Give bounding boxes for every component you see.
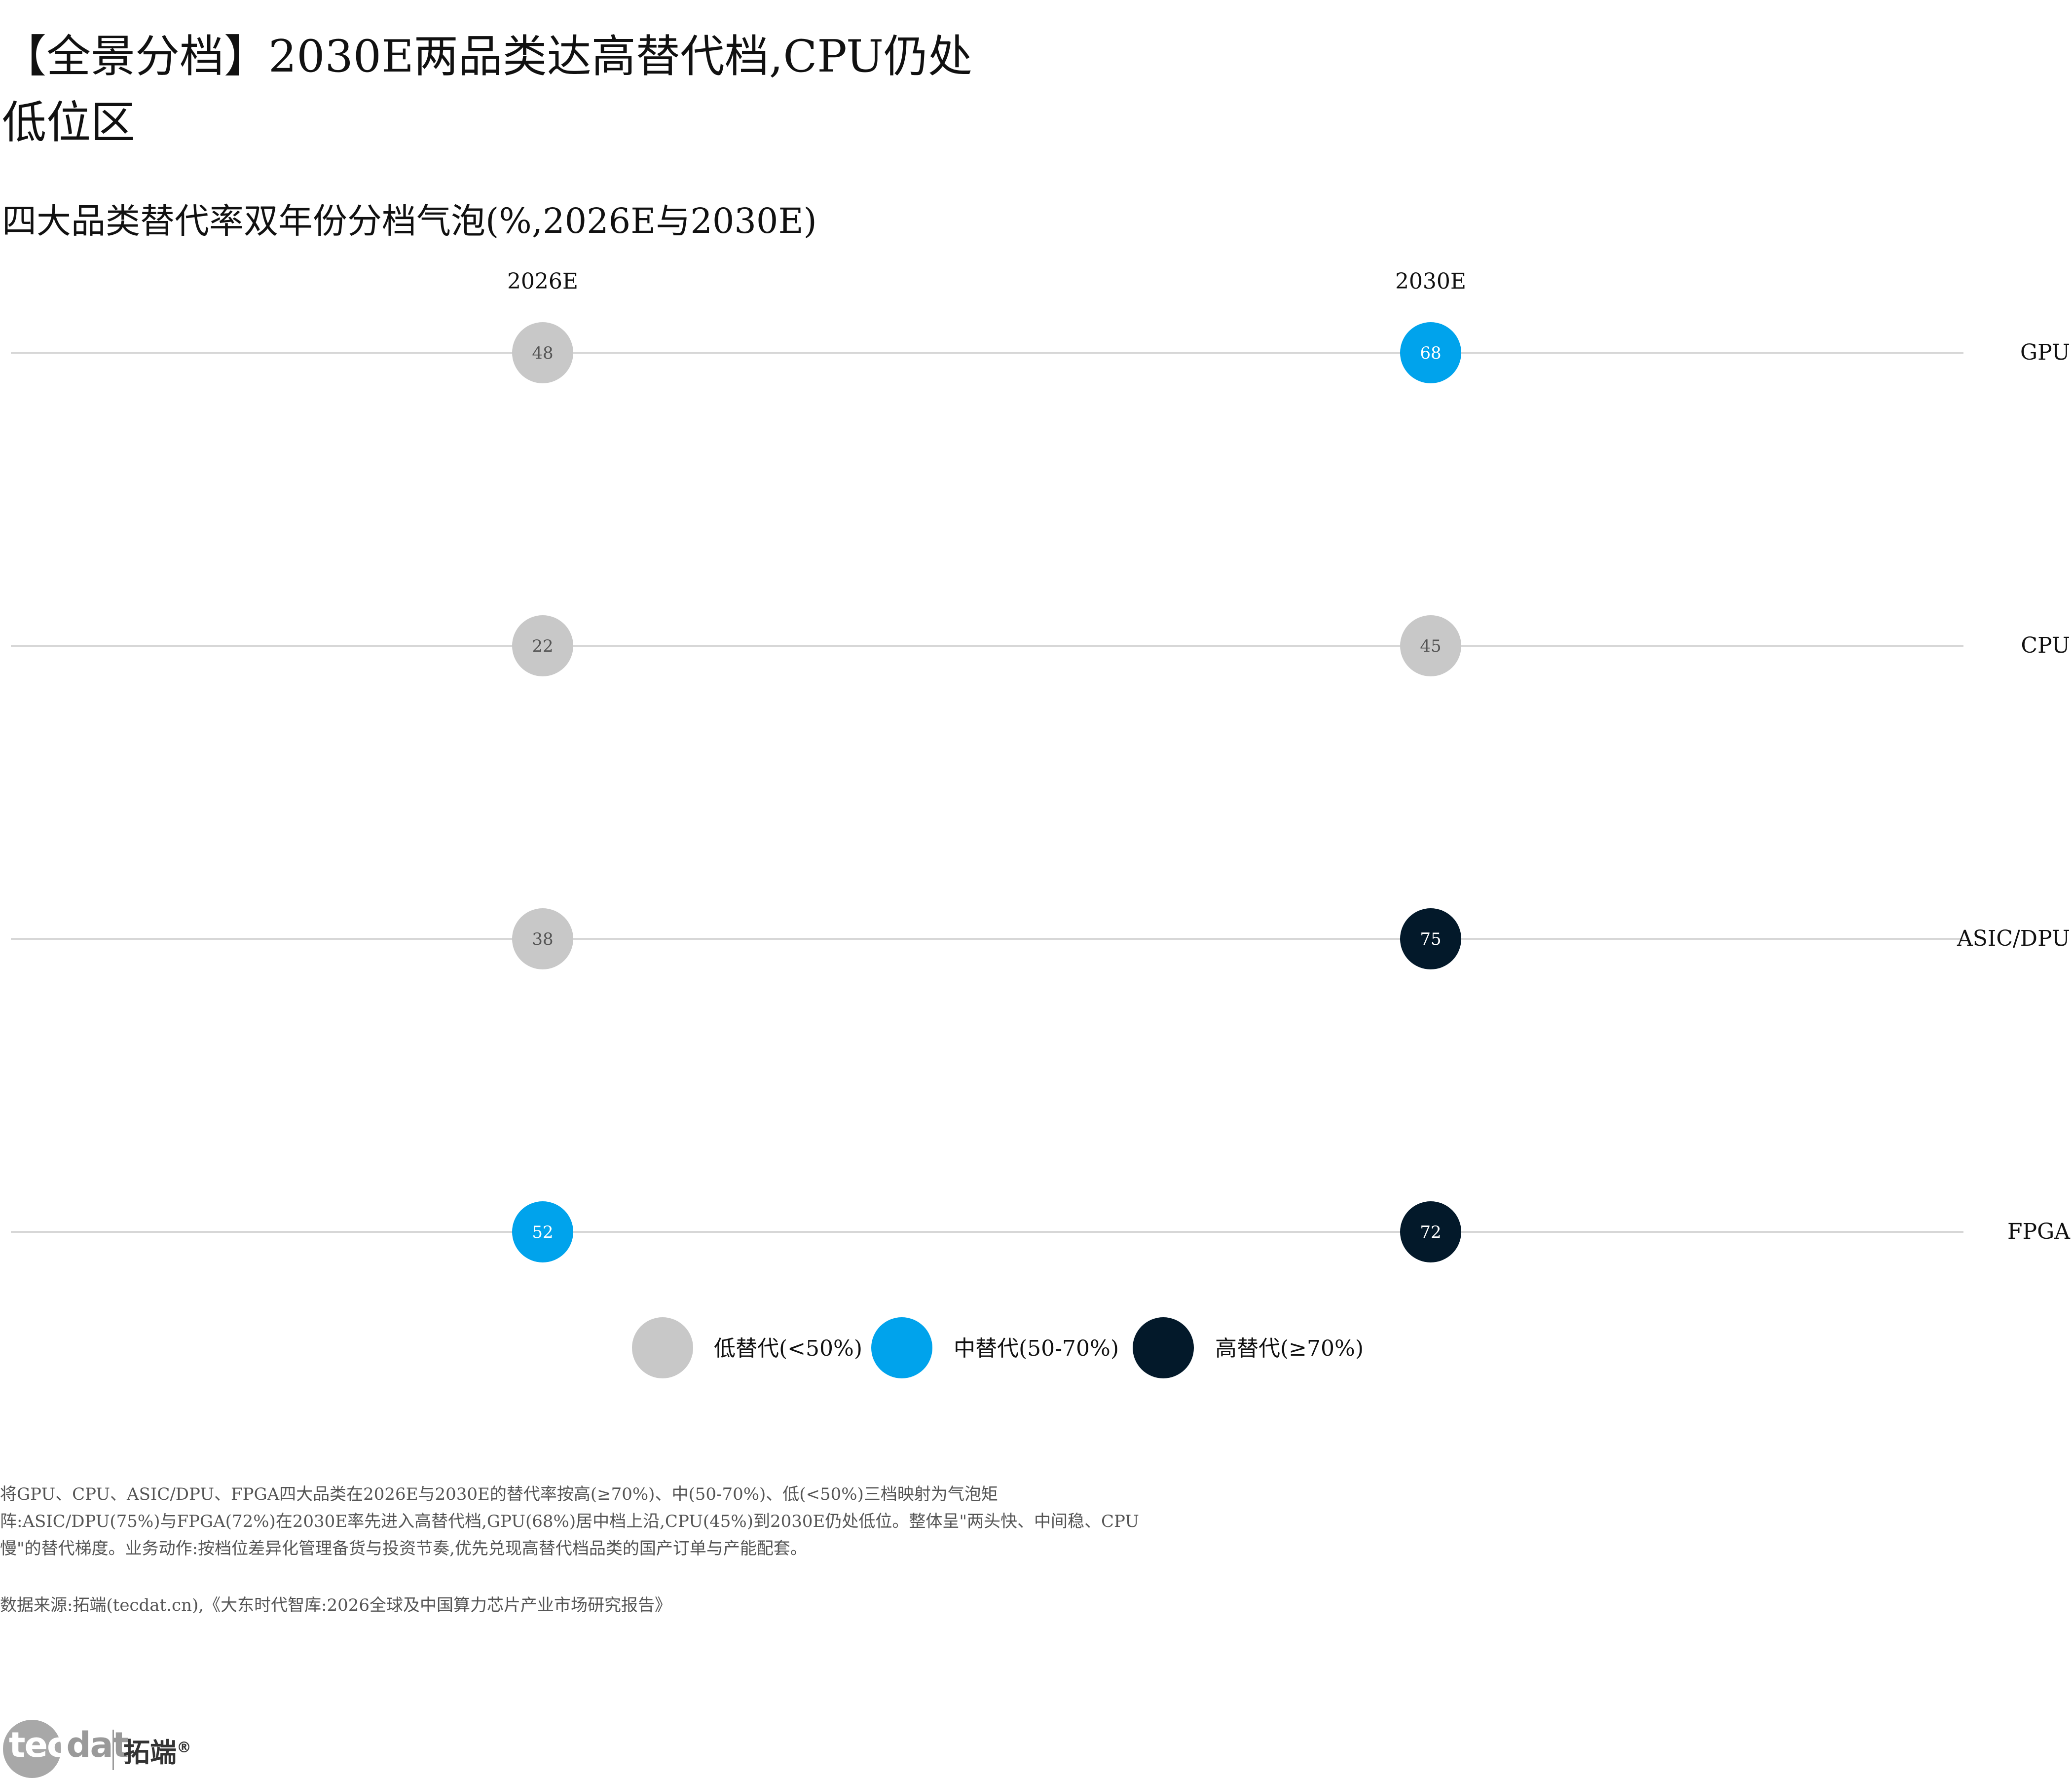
bubble-label-ASIC/DPU-2030E: 75 — [1420, 929, 1441, 949]
chart-subtitle: 四大品类替代率双年份分档气泡(%,2026E与2030E) — [2, 201, 817, 241]
bubble-GPU-2030E — [1400, 322, 1461, 383]
row-label-CPU: CPU — [2021, 633, 2070, 658]
tecdat-logo: tecdat 拓端® — [3, 1720, 191, 1778]
bubble-FPGA-2030E — [1400, 1201, 1461, 1262]
page-title: 【全景分档】2030E两品类达高替代档,CPU仍处低位区 — [2, 31, 973, 148]
bubble-CPU-2030E — [1400, 615, 1461, 676]
bubble-label-ASIC/DPU-2026E: 38 — [532, 929, 553, 949]
bubble-label-CPU-2026E: 22 — [532, 636, 553, 656]
bubble-ASIC/DPU-2026E — [512, 908, 573, 969]
legend-swatch-1 — [871, 1317, 932, 1378]
bubble-label-GPU-2026E: 48 — [532, 343, 553, 363]
logo-wordmark: tecdat — [9, 1725, 129, 1765]
bubble-label-CPU-2030E: 45 — [1420, 636, 1441, 656]
bubble-FPGA-2026E — [512, 1201, 573, 1262]
bubble-label-FPGA-2030E: 72 — [1420, 1222, 1441, 1242]
bubble-GPU-2026E — [512, 322, 573, 383]
data-source: 数据来源:拓端(tecdat.cn),《大东时代智库:2026全球及中国算力芯片… — [0, 1595, 672, 1615]
row-label-GPU: GPU — [2020, 340, 2070, 365]
bubble-ASIC/DPU-2030E — [1400, 908, 1461, 969]
logo-divider — [112, 1730, 114, 1770]
row-label-ASIC/DPU: ASIC/DPU — [1957, 926, 2070, 951]
bubble-chart: 2026E 2030E GPU 48 68 CPU 22 45 ASIC/DPU 38 75 FPGA… — [11, 269, 2071, 1378]
legend-label-1: 中替代(50-70%) — [954, 1336, 1119, 1361]
bubble-label-GPU-2030E: 68 — [1420, 343, 1441, 363]
legend-swatch-2 — [1133, 1317, 1194, 1378]
chart-note: 将GPU、CPU、ASIC/DPU、FPGA四大品类在2026E与2030E的替… — [0, 1484, 1139, 1558]
bubble-CPU-2026E — [512, 615, 573, 676]
logo-circle — [3, 1720, 61, 1778]
row-label-FPGA: FPGA — [2007, 1219, 2071, 1244]
logo-chinese-name: 拓端® — [123, 1737, 191, 1768]
column-header-2030E: 2030E — [1395, 269, 1466, 294]
legend-label-0: 低替代(<50%) — [714, 1336, 862, 1361]
legend-swatch-0 — [632, 1317, 693, 1378]
bubble-label-FPGA-2026E: 52 — [532, 1222, 553, 1242]
column-header-2026E: 2026E — [507, 269, 578, 294]
legend-label-2: 高替代(≥70%) — [1215, 1336, 1364, 1361]
